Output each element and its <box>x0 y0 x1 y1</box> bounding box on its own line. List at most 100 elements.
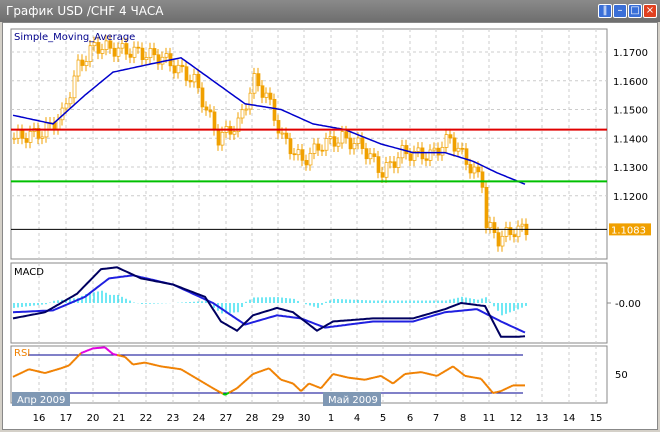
rsi-line-segment <box>318 386 322 390</box>
rsi-line-segment <box>14 374 18 377</box>
candle-body <box>132 46 137 58</box>
candle-body <box>192 73 197 83</box>
minimize-button[interactable]: – <box>613 4 627 18</box>
rsi-line-segment <box>304 384 308 389</box>
macd-signal-line <box>12 274 526 334</box>
price-tick-label: 1.1700 <box>613 48 648 59</box>
rsi-line-segment <box>56 367 60 371</box>
candle-body <box>36 128 41 139</box>
rsi-line-segment <box>284 380 288 383</box>
candle-body <box>112 47 117 57</box>
rsi-line-segment <box>72 358 76 363</box>
candle-body <box>492 222 497 233</box>
date-tick-label: 20 <box>87 413 100 424</box>
current-price-badge <box>609 223 651 236</box>
candle-body <box>216 129 221 146</box>
rsi-line-segment <box>124 356 128 360</box>
date-tick-label: 7 <box>433 413 439 424</box>
candle-body <box>12 137 17 140</box>
price-tick-label: 1.1200 <box>613 192 648 203</box>
candle-body <box>452 137 457 152</box>
rsi-line-segment <box>454 367 458 371</box>
rsi-line-segment <box>212 387 216 391</box>
rsi-line-segment <box>184 370 188 374</box>
chart-window[interactable]: 1.1700 1.1600 1.1500 1.1400 1.1300 1.1200 1.10… <box>2 22 658 430</box>
candle-body <box>356 137 361 144</box>
candle-body <box>316 143 321 151</box>
candle-body <box>240 109 245 119</box>
candle-body <box>236 117 241 132</box>
rsi-line-segment <box>258 370 262 373</box>
rsi-line-segment <box>452 365 456 369</box>
maximize-button[interactable]: □ <box>628 4 642 18</box>
rsi-line-segment <box>182 369 186 373</box>
candle-body <box>148 48 153 58</box>
candle-body <box>188 80 193 83</box>
current-price-label: 1.1083 <box>611 225 646 236</box>
rsi-line-segment <box>54 368 58 372</box>
rsi-line-segment <box>58 367 62 370</box>
window-titlebar: График USD /CHF 4 ЧАСА ‖ – □ × <box>0 0 660 22</box>
rsi-line-segment <box>82 350 86 354</box>
rsi-line-segment <box>266 367 270 370</box>
date-tick-label: 30 <box>298 413 311 424</box>
candle-body <box>284 132 289 139</box>
candle-body <box>296 149 301 156</box>
rsi-line-segment <box>216 389 220 393</box>
date-tick-label: 13 <box>536 413 549 424</box>
candle-body <box>88 45 93 62</box>
candle-body <box>212 111 217 131</box>
candle-body <box>432 147 437 151</box>
rsi-line-segment <box>294 384 298 389</box>
rsi-line-segment <box>202 381 206 385</box>
candle-body <box>348 137 353 150</box>
candle-body <box>392 161 397 168</box>
candle-body <box>272 98 277 121</box>
date-tick-label: 8 <box>460 413 466 424</box>
rsi-line-segment <box>282 379 286 382</box>
candle-body <box>72 75 77 99</box>
rsi-line-segment <box>196 377 200 381</box>
candle-body <box>80 59 85 66</box>
date-tick-label: 27 <box>220 413 233 424</box>
candle-body <box>232 131 237 135</box>
candle-body <box>220 131 225 146</box>
candle-body <box>128 53 133 58</box>
rsi-line-segment <box>272 371 276 375</box>
candle-body <box>472 166 477 174</box>
rsi-line-segment <box>384 377 388 381</box>
candle-body <box>268 92 273 100</box>
rsi-line-segment <box>398 376 402 380</box>
close-button[interactable]: × <box>643 4 657 18</box>
candle-body <box>304 160 309 166</box>
price-tick-label: 1.1300 <box>613 163 648 174</box>
candle-body <box>416 147 421 152</box>
rsi-line-segment <box>198 379 202 382</box>
rsi-line-segment <box>218 390 222 394</box>
candle-body <box>364 148 369 160</box>
rsi-line-segment <box>506 386 510 390</box>
rsi-line-segment <box>48 370 52 373</box>
rsi-line-segment <box>104 346 108 350</box>
date-tick-label: 17 <box>60 413 73 424</box>
date-tick-label: 24 <box>193 413 206 424</box>
pause-button[interactable]: ‖ <box>598 4 612 18</box>
candle-body <box>484 186 489 229</box>
rsi-line-segment <box>110 351 114 355</box>
macd-title: MACD <box>14 267 44 278</box>
chart-canvas[interactable]: 1.1700 1.1600 1.1500 1.1400 1.1300 1.1200 1.10… <box>3 23 659 431</box>
candle-body <box>444 134 449 148</box>
rsi-line-segment <box>388 380 392 384</box>
rsi-line-segment <box>390 381 394 385</box>
macd-main-line <box>12 266 526 338</box>
price-tick-label: 1.1400 <box>613 134 648 145</box>
rsi-line-segment <box>382 376 386 380</box>
rsi-line-segment <box>442 370 446 374</box>
date-tick-label: 4 <box>354 413 360 424</box>
rsi-line-segment <box>460 371 464 376</box>
rsi-line-segment <box>238 383 242 388</box>
candle-body <box>456 147 461 152</box>
rsi-line-segment <box>74 356 78 360</box>
rsi-line-segment <box>484 382 488 387</box>
rsi-line-segment <box>180 368 184 372</box>
